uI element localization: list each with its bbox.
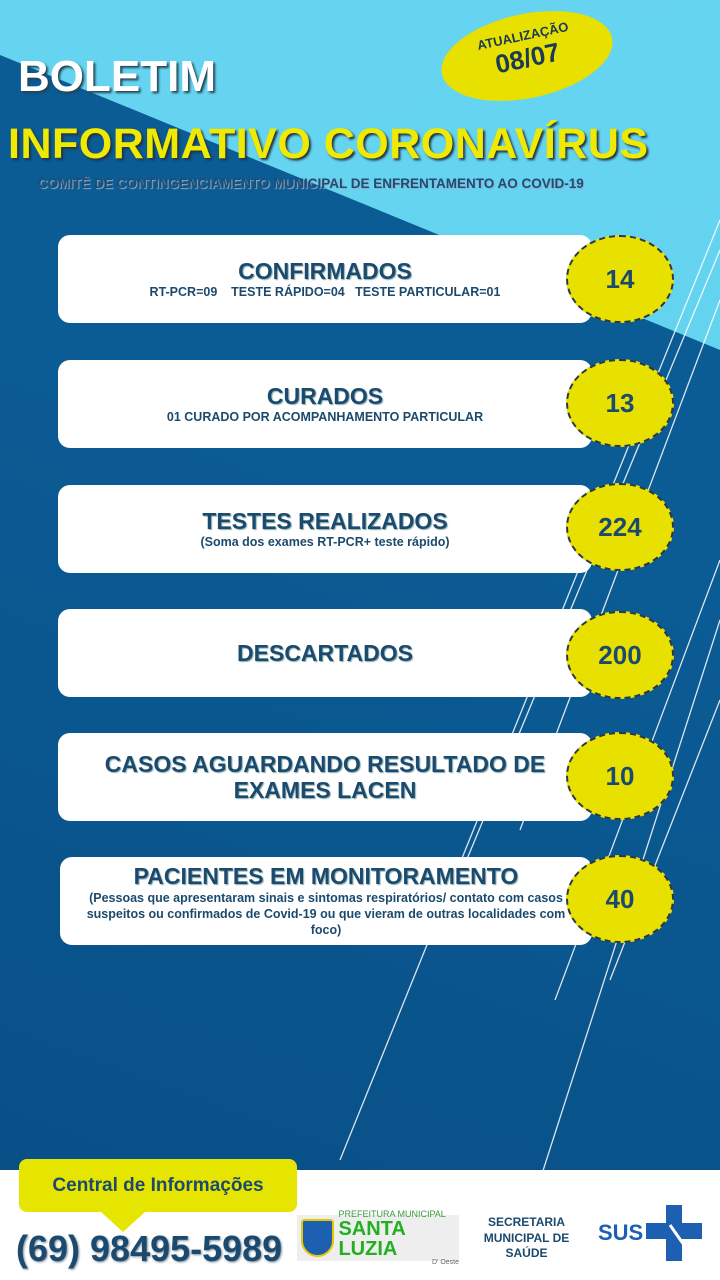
- info-bubble: Central de Informações: [19, 1159, 297, 1232]
- card-curados: CURADOS 01 CURADO POR ACOMPANHAMENTO PAR…: [58, 360, 592, 448]
- value-confirmados: 14: [566, 235, 674, 323]
- card-confirmados: CONFIRMADOS RT-PCR=09 TESTE RÁPIDO=04 TE…: [58, 235, 592, 323]
- card-testes: TESTES REALIZADOS (Soma dos exames RT-PC…: [58, 485, 592, 573]
- card-title: DESCARTADOS: [237, 639, 413, 666]
- card-detail: RT-PCR=09 TESTE RÁPIDO=04 TESTE PARTICUL…: [149, 285, 501, 300]
- card-title: CURADOS: [266, 382, 384, 409]
- cross-icon: [646, 1205, 703, 1261]
- value-curados: 13: [566, 359, 674, 447]
- prefeitura-line2: SANTA LUZIA: [338, 1218, 406, 1260]
- card-aguardando: CASOS AGUARDANDO RESULTADO DE EXAMES LAC…: [58, 733, 592, 821]
- card-detail: (Soma dos exames RT-PCR+ teste rápido): [200, 535, 450, 550]
- sus-logo: SUS: [598, 1205, 703, 1261]
- value-testes: 224: [566, 483, 674, 571]
- value-monitoramento: 40: [566, 855, 674, 943]
- card-title: CONFIRMADOS: [238, 257, 412, 284]
- subtitle: COMITÊ DE CONTINGENCIAMENTO MUNICIPAL DE…: [38, 176, 584, 191]
- prefeitura-logo: PREFEITURA MUNICIPAL SANTA LUZIA D' Oest…: [297, 1210, 459, 1266]
- phone-number[interactable]: (69) 98495-5989: [16, 1228, 283, 1269]
- prefeitura-line1: PREFEITURA MUNICIPAL: [338, 1209, 446, 1219]
- secretaria-logo: SECRETARIA MUNICIPAL DE SAÚDE: [483, 1215, 570, 1261]
- crest-icon: [301, 1219, 335, 1257]
- card-title: CASOS AGUARDANDO RESULTADO DE EXAMES LAC…: [104, 750, 546, 803]
- card-detail: 01 CURADO POR ACOMPANHAMENTO PARTICULAR: [166, 410, 484, 425]
- title-boletim: BOLETIM: [18, 52, 216, 101]
- card-title: PACIENTES EM MONITORAMENTO: [133, 863, 519, 890]
- sus-text: SUS: [598, 1220, 644, 1245]
- card-monitoramento: PACIENTES EM MONITORAMENTO (Pessoas que …: [60, 857, 592, 945]
- card-descartados: DESCARTADOS: [58, 609, 592, 697]
- card-title: TESTES REALIZADOS: [202, 507, 448, 534]
- prefeitura-line3: D' Oeste: [431, 1259, 459, 1266]
- title-informativo: INFORMATIVO CORONAVÍRUS: [8, 120, 649, 168]
- card-detail: (Pessoas que apresentaram sinais e sinto…: [86, 890, 566, 938]
- value-descartados: 200: [566, 611, 674, 699]
- value-aguardando: 10: [566, 732, 674, 820]
